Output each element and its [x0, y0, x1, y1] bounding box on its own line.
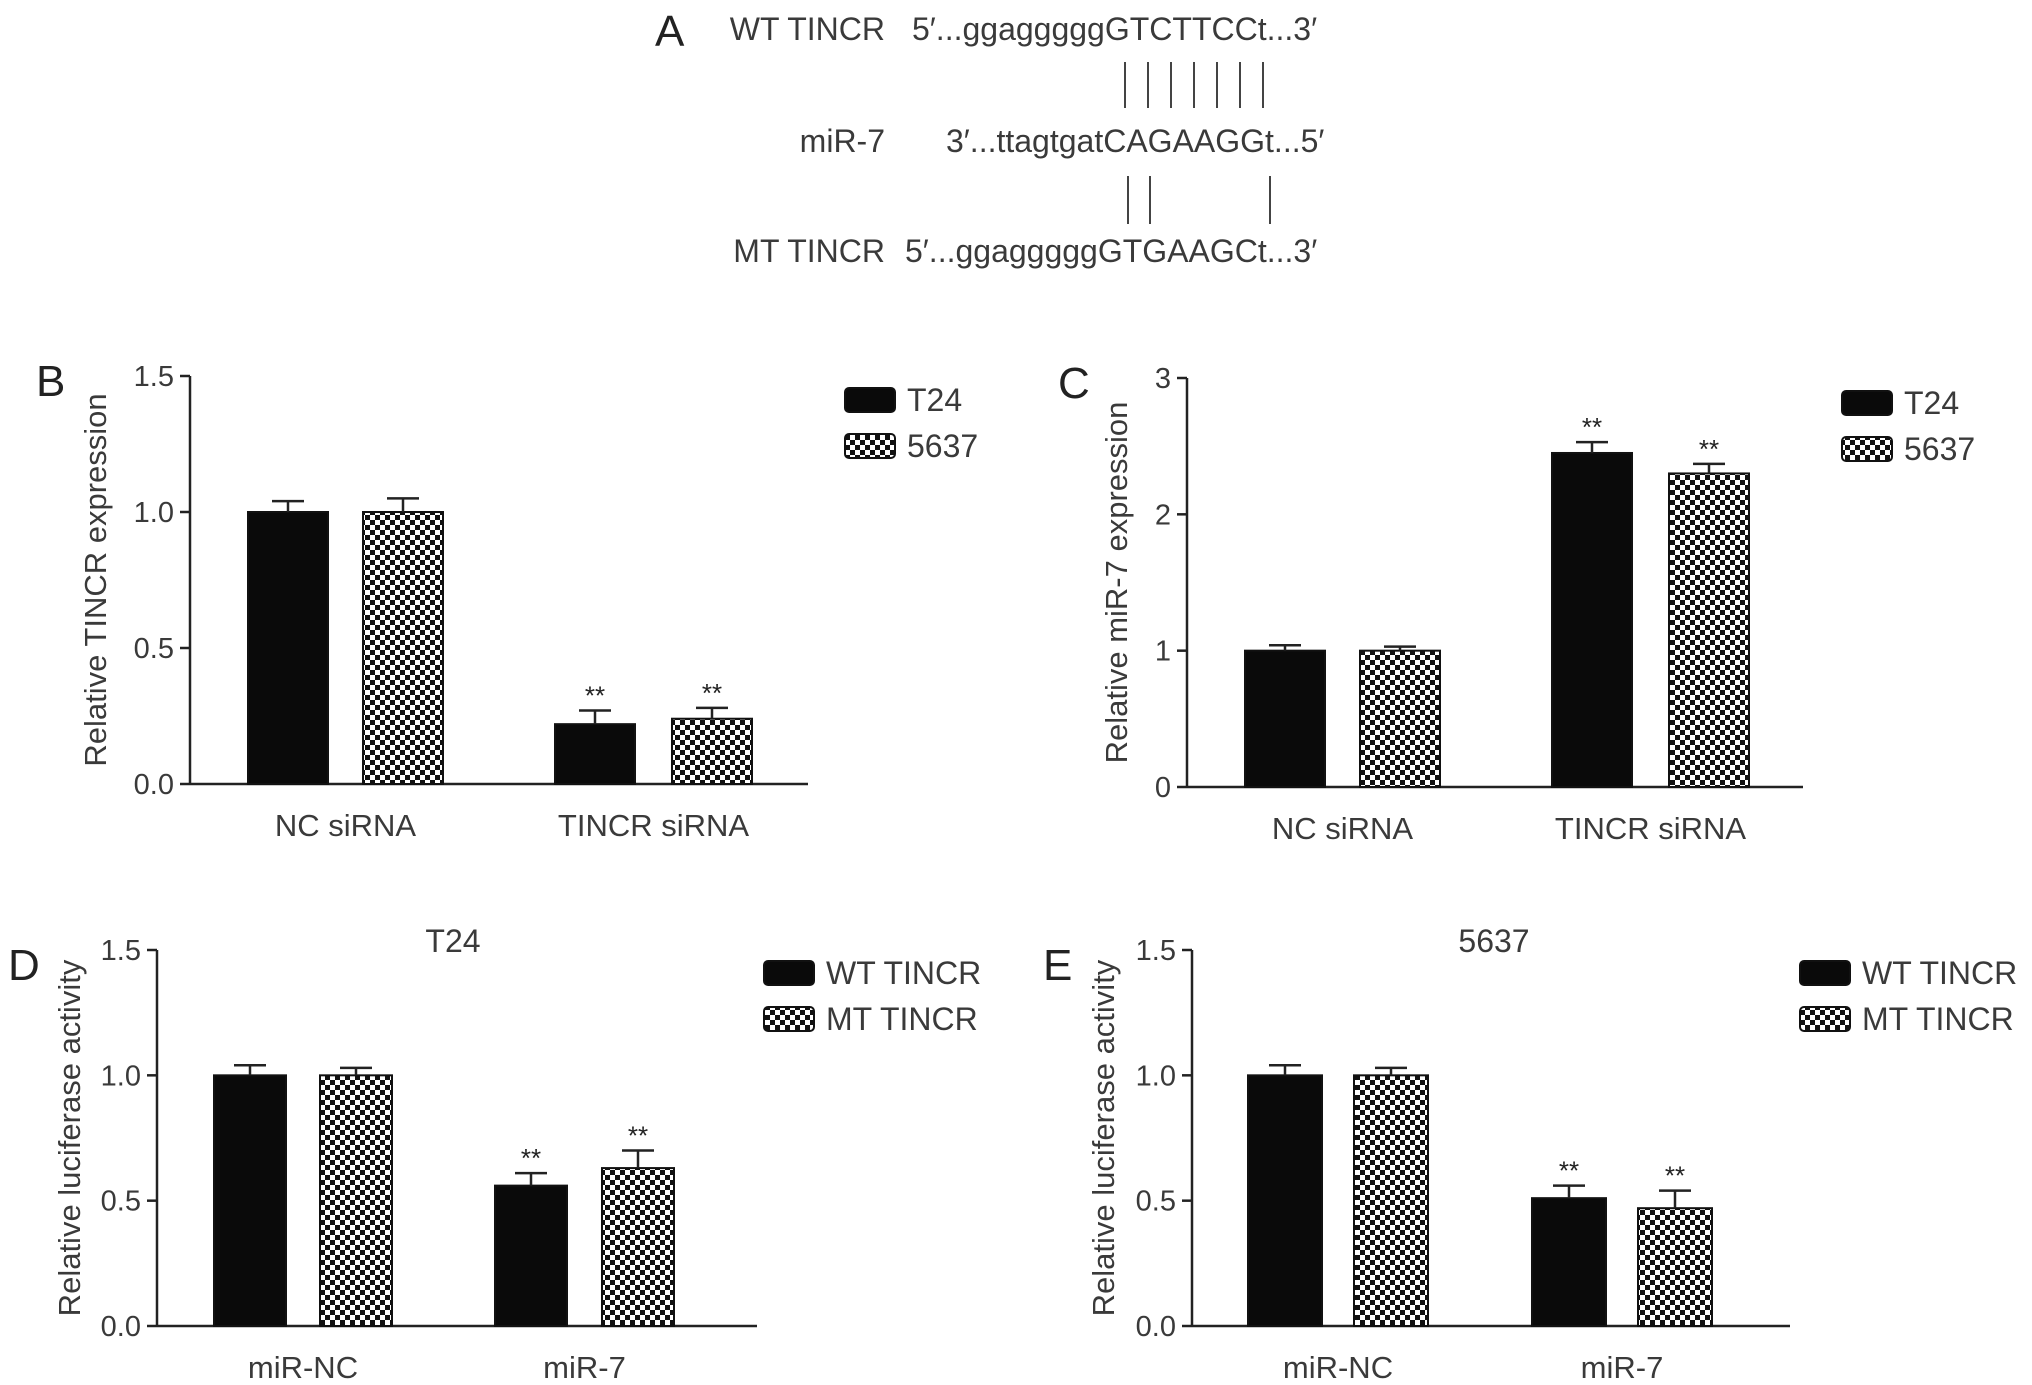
panel-letter-a: A — [655, 7, 685, 56]
x-category-label: TINCR siRNA — [1555, 811, 1746, 846]
y-tick-label: 0.5 — [101, 1186, 141, 1218]
y-tick-label: 2 — [1155, 499, 1171, 531]
bar — [1353, 1074, 1429, 1328]
y-tick-label: 1.0 — [134, 497, 174, 529]
bar — [1668, 472, 1750, 788]
panel-b-chart: B 0.0 0.5 1.0 1.5 Relative TINCR expression NC… — [36, 357, 978, 843]
legend-label: 5637 — [1904, 431, 1975, 467]
bar — [319, 1074, 393, 1328]
y-tick-label: 1 — [1155, 636, 1171, 668]
bar — [1637, 1207, 1713, 1327]
legend-label: WT TINCR — [826, 955, 981, 991]
mir7-label: miR-7 — [800, 123, 885, 159]
bar — [1551, 451, 1633, 788]
y-axis-label: Relative luciferase activity — [1086, 959, 1121, 1316]
bar — [494, 1184, 568, 1328]
bar — [247, 511, 329, 785]
y-tick-label: 0.0 — [134, 769, 174, 801]
y-tick-label: 1.5 — [101, 935, 141, 967]
panel-letter: C — [1058, 359, 1090, 408]
panel-letter: D — [8, 941, 40, 990]
legend-swatch — [1841, 436, 1893, 462]
mt-tincr-label: MT TINCR — [733, 233, 885, 269]
mt-mir7-pairing-lines — [1127, 176, 1271, 224]
legend-label: MT TINCR — [1862, 1001, 2014, 1037]
x-category-label: miR-NC — [1283, 1350, 1393, 1385]
legend-swatch — [844, 387, 896, 413]
wt-tincr-label: WT TINCR — [730, 11, 885, 47]
bar — [1244, 649, 1326, 789]
bar — [1531, 1197, 1607, 1328]
panel-c-chart: C 0 1 2 3 Relative miR-7 expression NC siRNA **… — [1058, 359, 1975, 846]
y-tick-label: 0.0 — [101, 1311, 141, 1343]
significance-label: ** — [628, 1121, 648, 1151]
significance-label: ** — [1665, 1161, 1685, 1191]
significance-label: ** — [702, 678, 722, 708]
legend-label: 5637 — [907, 428, 978, 464]
y-tick-label: 1.5 — [1136, 935, 1176, 967]
wt-mir7-pairing-lines — [1124, 62, 1264, 108]
x-category-label: miR-NC — [248, 1350, 358, 1385]
y-tick-label: 0.0 — [1136, 1311, 1176, 1343]
bar — [601, 1167, 675, 1327]
bar — [554, 723, 636, 785]
y-axis-label: Relative miR-7 expression — [1099, 402, 1134, 764]
chart-title: 5637 — [1458, 923, 1529, 959]
significance-label: ** — [585, 681, 605, 711]
y-tick-label: 1.0 — [1136, 1060, 1176, 1092]
x-category-label: TINCR siRNA — [558, 808, 749, 843]
y-tick-label: 0.5 — [1136, 1186, 1176, 1218]
legend-swatch — [1799, 1006, 1851, 1032]
y-tick-label: 1.0 — [101, 1060, 141, 1092]
significance-label: ** — [1559, 1156, 1579, 1186]
x-category-label: NC siRNA — [1272, 811, 1414, 846]
significance-label: ** — [1582, 412, 1602, 442]
bar — [671, 717, 753, 785]
bar — [362, 511, 444, 785]
legend-label: MT TINCR — [826, 1001, 978, 1037]
significance-label: ** — [521, 1143, 541, 1173]
x-category-label: miR-7 — [1581, 1350, 1664, 1385]
y-tick-label: 3 — [1155, 363, 1171, 395]
bar — [213, 1074, 287, 1328]
bar — [1247, 1074, 1323, 1328]
bar — [1359, 649, 1441, 789]
panel-a: A WT TINCR 5′...ggagggggGTCTTCCt...3′ mi… — [655, 7, 1324, 269]
mt-tincr-sequence: 5′...ggagggggGTGAAGCt...3′ — [905, 233, 1317, 269]
y-axis-label: Relative luciferase activity — [52, 959, 87, 1316]
legend-label: T24 — [907, 382, 962, 418]
legend-label: WT TINCR — [1862, 955, 2017, 991]
legend-label: T24 — [1904, 385, 1959, 421]
legend-swatch — [844, 433, 896, 459]
y-axis-label: Relative TINCR expression — [78, 393, 113, 766]
legend-swatch — [763, 1006, 815, 1032]
significance-label: ** — [1699, 434, 1719, 464]
x-category-label: miR-7 — [543, 1350, 626, 1385]
chart-title: T24 — [425, 923, 480, 959]
panel-e-chart: E 5637 0.0 0.5 1.0 1.5 Relative luciferase act… — [1043, 923, 2017, 1385]
mir7-sequence: 3′...ttagtgatCAGAAGGt...5′ — [946, 123, 1324, 159]
y-tick-label: 1.5 — [134, 361, 174, 393]
x-category-label: NC siRNA — [275, 808, 417, 843]
legend-swatch — [763, 960, 815, 986]
y-tick-label: 0.5 — [134, 633, 174, 665]
legend-swatch — [1841, 390, 1893, 416]
panel-letter: E — [1043, 941, 1072, 990]
wt-tincr-sequence: 5′...ggagggggGTCTTCCt...3′ — [912, 11, 1317, 47]
y-tick-label: 0 — [1155, 772, 1171, 804]
panel-d-chart: D T24 0.0 0.5 1.0 1.5 Relative luciferase acti… — [8, 923, 981, 1385]
legend-swatch — [1799, 960, 1851, 986]
panel-letter: B — [36, 357, 65, 406]
